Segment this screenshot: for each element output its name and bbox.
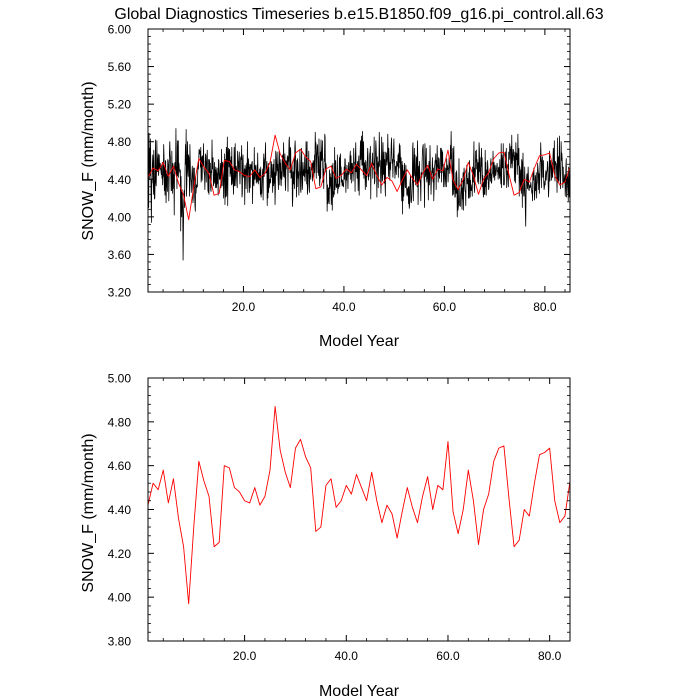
panel-bottom-x-tick-label: 80.0	[538, 649, 562, 663]
panel-top-y-tick-label: 3.60	[108, 248, 132, 262]
panel-bottom-series-annual-mean	[147, 406, 571, 605]
panel-bottom-y-tick-label: 4.20	[108, 547, 132, 561]
panel-top-y-tick-label: 5.60	[108, 60, 132, 74]
panel-top-x-axis-label: Model Year	[319, 333, 400, 350]
panel-bottom-x-axis-label: Model Year	[319, 683, 400, 700]
panel-bottom-y-tick-label: 4.60	[108, 459, 132, 473]
panel-top-series-annual-mean	[147, 134, 571, 221]
panel-bottom-y-tick-label: 4.80	[108, 415, 132, 429]
panel-bottom-x-tick-label: 40.0	[335, 649, 359, 663]
chart-title: Global Diagnostics Timeseries b.e15.B185…	[114, 6, 603, 23]
panel-bottom-x-tick-label: 60.0	[436, 649, 460, 663]
panel-top-y-tick-label: 4.00	[108, 210, 132, 224]
panel-top-x-tick-label: 80.0	[533, 300, 557, 314]
panel-top-y-tick-label: 5.20	[108, 98, 132, 112]
panel-bottom: 20.0 40.0 60.0 80.0 3.80 4.00 4.20 4.40 4.60 4.80…	[80, 372, 571, 700]
panel-top-y-tick-label: 6.00	[108, 23, 132, 37]
panel-top-y-axis-label: SNOW_F (mm/month)	[80, 81, 97, 240]
panel-bottom-y-tick-label: 5.00	[108, 372, 132, 386]
panel-bottom-y-tick-label: 3.80	[108, 635, 132, 649]
panel-top-x-tick-label: 60.0	[433, 300, 457, 314]
panel-top-plot-area: 20.0 40.0 60.0 80.0 3.20 3.60 4.00 4.40 4.80 5.20…	[108, 23, 571, 314]
panel-bottom-x-tick-label: 20.0	[233, 649, 257, 663]
panel-bottom-y-tick-label: 4.00	[108, 591, 132, 605]
panel-top-y-tick-label: 4.80	[108, 135, 132, 149]
panel-top-y-tick-label: 4.40	[108, 173, 132, 187]
panel-top-series-monthly	[147, 128, 571, 261]
panel-top-x-tick-label: 40.0	[332, 300, 356, 314]
panel-top-frame	[147, 28, 571, 293]
panel-top: 20.0 40.0 60.0 80.0 3.20 3.60 4.00 4.40 4.80 5.20…	[80, 23, 571, 350]
panel-bottom-frame	[147, 377, 571, 642]
panel-bottom-plot-area: 20.0 40.0 60.0 80.0 3.80 4.00 4.20 4.40 4.60 4.80…	[108, 372, 571, 663]
panel-bottom-y-tick-label: 4.40	[108, 503, 132, 517]
panel-top-y-tick-label: 3.20	[108, 286, 132, 300]
panel-top-x-tick-label: 20.0	[232, 300, 256, 314]
panel-bottom-y-axis-label: SNOW_F (mm/month)	[80, 433, 97, 592]
